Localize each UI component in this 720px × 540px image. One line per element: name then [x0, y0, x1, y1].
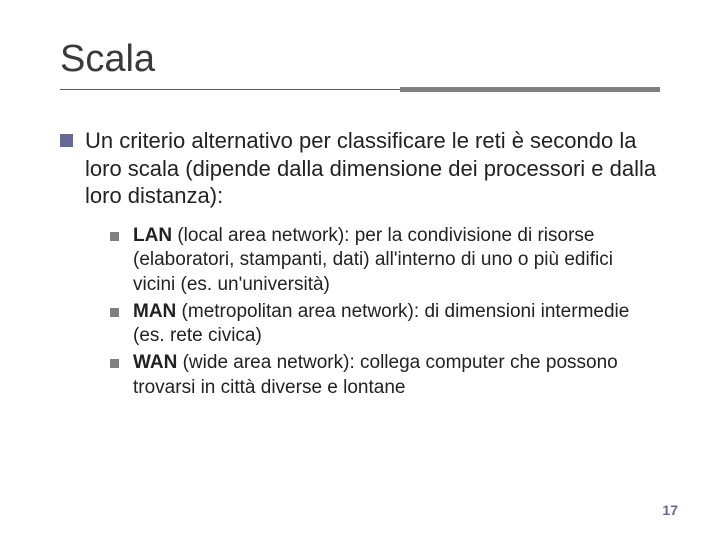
main-bullet: Un criterio alternativo per classificare… — [60, 127, 660, 210]
sub-bullet-text: LAN (local area network): per la condivi… — [133, 224, 660, 298]
slide: Scala Un criterio alternativo per classi… — [0, 0, 720, 400]
sub-bullet: MAN (metropolitan area network): di dime… — [110, 300, 660, 349]
sub-bullet-text: WAN (wide area network): collega compute… — [133, 351, 660, 400]
page-number: 17 — [662, 502, 678, 518]
bullet-square-icon — [110, 232, 119, 241]
sub-bullet: WAN (wide area network): collega compute… — [110, 351, 660, 400]
bullet-square-icon — [60, 134, 73, 147]
sub-bullet-list: LAN (local area network): per la condivi… — [110, 224, 660, 401]
bullet-square-icon — [110, 359, 119, 368]
sub-bold: LAN — [133, 225, 172, 246]
bullet-square-icon — [110, 308, 119, 317]
sub-rest: (wide area network): collega computer ch… — [133, 352, 618, 398]
sub-bold: MAN — [133, 301, 176, 322]
sub-bold: WAN — [133, 352, 177, 373]
underline-thick — [400, 87, 660, 92]
slide-title: Scala — [60, 38, 660, 81]
sub-bullet: LAN (local area network): per la condivi… — [110, 224, 660, 298]
sub-rest: (local area network): per la condivision… — [133, 225, 613, 295]
main-bullet-text: Un criterio alternativo per classificare… — [85, 127, 660, 210]
sub-rest: (metropolitan area network): di dimensio… — [133, 301, 629, 347]
sub-bullet-text: MAN (metropolitan area network): di dime… — [133, 300, 660, 349]
title-underline — [60, 87, 660, 101]
